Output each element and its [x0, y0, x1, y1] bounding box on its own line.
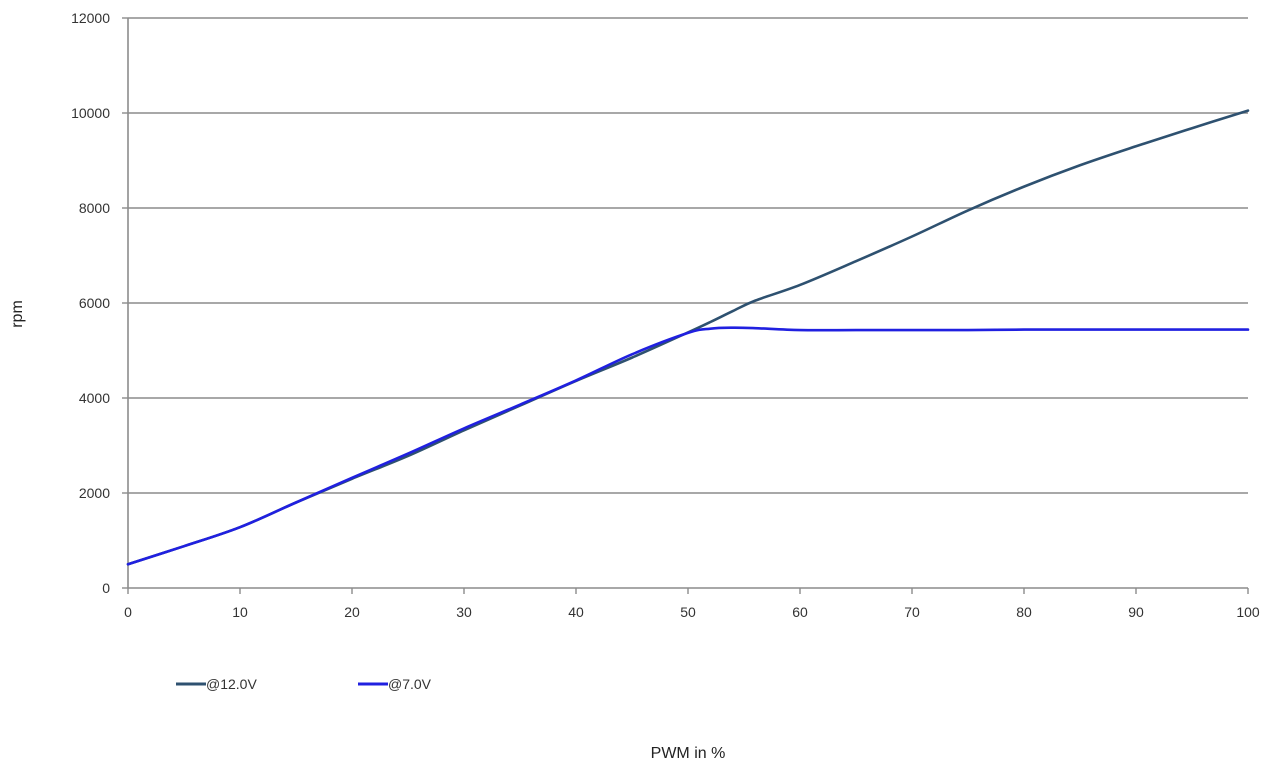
x-tick-label: 80 [1016, 604, 1032, 620]
series-lines [126, 109, 1250, 566]
y-axis-title: rpm [9, 300, 26, 328]
x-tick-label: 60 [792, 604, 808, 620]
x-tick-label: 10 [232, 604, 248, 620]
y-tick-label: 12000 [71, 10, 110, 26]
y-tick-label: 2000 [79, 485, 110, 501]
x-tick-label: 100 [1236, 604, 1260, 620]
y-tick-label: 4000 [79, 390, 110, 406]
x-tick-labels: 0 10 20 30 40 50 60 70 80 90 100 [124, 604, 1260, 620]
x-tick-label: 30 [456, 604, 472, 620]
grid-lines [128, 17, 1248, 494]
x-tick-label: 20 [344, 604, 360, 620]
x-tick-label: 40 [568, 604, 584, 620]
axes [122, 17, 1249, 594]
y-tick-label: 0 [102, 580, 110, 596]
x-tick-label: 70 [904, 604, 920, 620]
legend: @12.0V @7.0V [176, 676, 432, 692]
x-tick-label: 90 [1128, 604, 1144, 620]
x-tick-label: 0 [124, 604, 132, 620]
x-axis-title: PWM in % [651, 745, 726, 762]
x-tick-label: 50 [680, 604, 696, 620]
y-tick-label: 8000 [79, 200, 110, 216]
series-line-1 [126, 326, 1250, 566]
y-tick-labels: 0 2000 4000 6000 8000 10000 12000 [71, 10, 110, 596]
y-tick-label: 10000 [71, 105, 110, 121]
legend-label-1: @7.0V [388, 676, 432, 692]
legend-label-0: @12.0V [206, 676, 257, 692]
y-tick-label: 6000 [79, 295, 110, 311]
series-line-0 [126, 109, 1250, 566]
